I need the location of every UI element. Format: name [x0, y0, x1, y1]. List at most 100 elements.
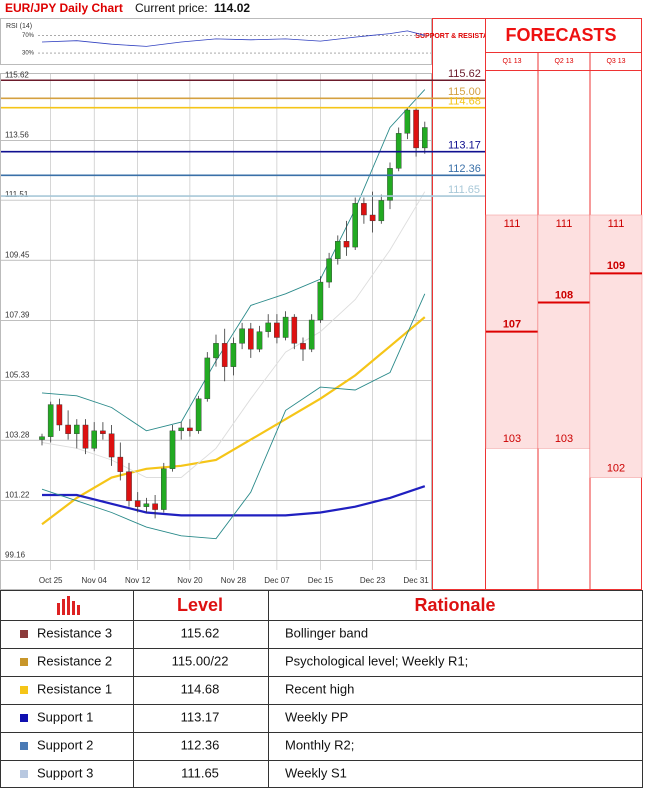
candle-body	[100, 430, 106, 434]
x-tick-label: Dec 23	[360, 576, 386, 585]
candle-body	[317, 281, 324, 321]
forecast-high: 111	[556, 218, 573, 230]
y-tick-label: 99.16	[5, 550, 26, 559]
swatch	[20, 658, 28, 666]
y-tick-label: 107.39	[5, 310, 30, 319]
y-tick-label: 101.22	[5, 490, 30, 499]
rsi-tick-label: 70%	[22, 33, 35, 39]
x-tick-label: Nov 04	[82, 576, 108, 585]
rationale: Weekly S1	[285, 765, 347, 780]
candle-body	[221, 343, 228, 367]
level-name: Support 3	[37, 765, 93, 780]
x-tick-label: Nov 28	[221, 576, 247, 585]
candle-body	[160, 468, 167, 510]
candle-body	[300, 343, 306, 350]
forecast-range	[589, 214, 643, 478]
level-value: 113.17	[181, 709, 220, 724]
candle-body	[187, 427, 193, 432]
level-value: 115.00/22	[172, 653, 229, 668]
header-level: Level	[177, 595, 223, 615]
forecast-mid-label: 109	[607, 260, 625, 272]
candle-body	[204, 357, 211, 399]
rationale: Recent high	[285, 681, 354, 696]
table-frame	[0, 590, 643, 788]
indicator-line	[41, 191, 426, 478]
forecast-mid-label: 107	[503, 319, 521, 331]
forecast-low: 103	[555, 433, 573, 445]
candle-body	[291, 316, 298, 344]
price: 114.02	[214, 1, 250, 15]
rsi-label: RSI (14)	[6, 23, 32, 30]
y-tick-label: 111.51	[5, 190, 29, 199]
level-name: Support 1	[37, 709, 93, 724]
candle-body	[239, 328, 245, 344]
candle-body	[47, 404, 54, 437]
rationale: Monthly R2;	[285, 737, 354, 752]
candle-body	[65, 424, 71, 434]
swatch	[20, 686, 28, 694]
forecast-col-label: Q2 13	[554, 58, 573, 65]
y-tick-label: 105.33	[5, 370, 30, 379]
candle-body	[369, 214, 376, 222]
candle-body	[361, 203, 367, 216]
candle-body	[39, 436, 45, 440]
candle-body	[343, 241, 350, 248]
swatch	[20, 630, 28, 638]
candle-body	[213, 343, 219, 359]
y-tick-label: 103.28	[5, 430, 30, 439]
y-tick-label: 115.62	[5, 70, 29, 79]
forecast-mid-label: 108	[555, 289, 573, 301]
rationale: Psychological level; Weekly R1;	[285, 653, 468, 668]
candle-body	[143, 503, 150, 507]
level-name: Support 2	[37, 737, 93, 752]
level-name: Resistance 2	[37, 653, 112, 668]
bars-icon	[57, 596, 80, 615]
forecast-high: 111	[608, 218, 625, 230]
forecast-col-label: Q1 13	[502, 58, 521, 65]
candle-body	[82, 424, 89, 449]
indicator-line	[41, 316, 426, 526]
candle-body	[117, 456, 124, 472]
rationale: Weekly PP	[285, 709, 348, 724]
forecast-low: 102	[607, 462, 625, 474]
level-name: Resistance 3	[37, 625, 112, 640]
candle-body	[395, 133, 402, 169]
rsi-tick-label: 30%	[22, 51, 35, 57]
rationale: Bollinger band	[285, 625, 368, 640]
table: Level Rationale Resistance 3 115.62 Bollin…	[0, 590, 643, 788]
swatch	[20, 714, 28, 722]
x-tick-label: Dec 15	[308, 576, 334, 585]
y-tick-label: 113.56	[5, 130, 29, 139]
level-value: 112.36	[181, 737, 220, 752]
candle-body	[230, 343, 237, 367]
indicator-line	[41, 293, 426, 540]
level-label: 114.68	[448, 96, 481, 108]
candle-body	[195, 398, 202, 432]
chart-title: EUR/JPY Daily Chart	[5, 1, 123, 15]
rsi-line	[41, 30, 425, 47]
x-tick-label: Dec 07	[264, 576, 290, 585]
y-tick-label: 109.45	[5, 250, 30, 259]
candle-body	[265, 322, 272, 332]
candle-body	[126, 471, 132, 502]
candle-body	[422, 127, 428, 149]
candle-body	[73, 424, 80, 434]
header-rationale: Rationale	[414, 595, 495, 615]
candle-body	[352, 203, 359, 248]
candle-body	[134, 500, 141, 507]
candle-body	[169, 430, 176, 469]
level-label: 113.17	[448, 140, 481, 152]
candle-body	[404, 109, 411, 134]
candle-body	[152, 503, 158, 510]
candle-body	[378, 200, 385, 222]
forecast-high: 111	[504, 218, 521, 230]
forecast-col-label: Q3 13	[606, 58, 625, 65]
level-label: 115.62	[448, 68, 481, 80]
candle-body	[178, 427, 185, 432]
candle-body	[326, 258, 332, 283]
candle-body	[56, 404, 63, 426]
candle-body	[387, 168, 393, 201]
candle-body	[108, 433, 115, 458]
rsi-panel	[0, 18, 432, 65]
